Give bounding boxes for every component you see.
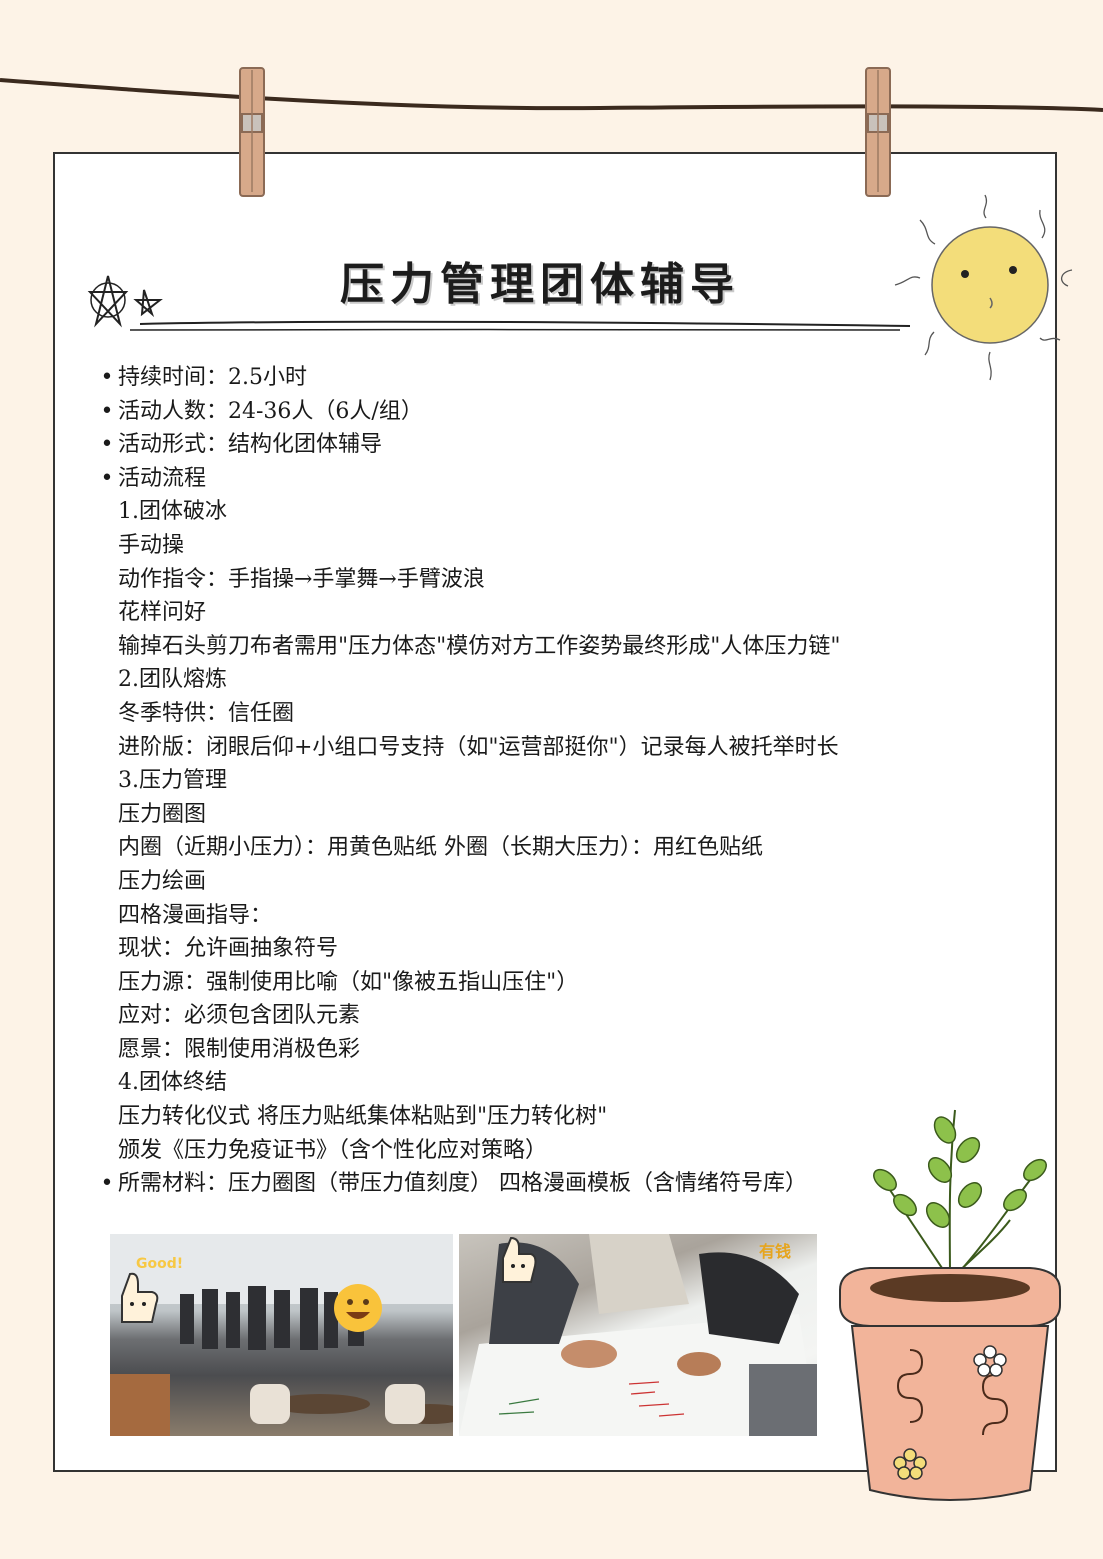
activity-photo-drawing: 有钱 xyxy=(459,1234,817,1436)
list-item: 四格漫画指导： xyxy=(118,902,273,928)
clothespin-right xyxy=(865,67,891,197)
activity-photo-group: Good! xyxy=(110,1234,453,1436)
clothespin-left xyxy=(239,67,265,197)
materials-item: 所需材料：压力圈图（带压力值刻度） 四格漫画模板（含情绪符号库） xyxy=(96,1167,996,1201)
process-heading: 活动流程 xyxy=(96,462,996,496)
step-4-heading: 4.团体终结 xyxy=(118,1070,227,1096)
list-item: 应对：必须包含团队元素 xyxy=(118,1003,361,1029)
list-item: 冬季特供：信任圈 xyxy=(118,700,295,726)
sticker-thumbs-up-icon xyxy=(121,1272,159,1323)
sticker-good-label: Good! xyxy=(136,1256,184,1272)
list-item: 压力绘画 xyxy=(118,868,207,894)
list-item: 动作指令：手指操→手掌舞→手臂波浪 xyxy=(118,566,485,592)
list-item: 内圈（近期小压力）：用黄色贴纸 外圈（长期大压力）：用红色贴纸 xyxy=(118,835,763,861)
list-item: 花样问好 xyxy=(118,600,207,626)
step-1-heading: 1.团体破冰 xyxy=(118,499,227,525)
sun-icon xyxy=(894,194,1073,381)
star-doodle-icon xyxy=(87,275,163,328)
title-underline xyxy=(129,320,911,331)
format-item: 活动形式：结构化团体辅导 xyxy=(96,428,996,462)
activity-description: 持续时间：2.5小时 活动人数：24-36人（6人/组） 活动形式：结构化团体辅… xyxy=(96,361,996,1201)
sticker-money-label: 有钱 xyxy=(759,1242,792,1261)
clothesline xyxy=(0,78,1103,112)
list-item: 输掉石头剪刀布者需用"压力体态"模仿对方工作姿势最终形成"人体压力链" xyxy=(118,633,841,659)
page-title: 压力管理团体辅导 xyxy=(340,259,740,310)
list-item: 手动操 xyxy=(118,532,185,558)
participants-item: 活动人数：24-36人（6人/组） xyxy=(96,395,996,429)
sticker-thumbs-up-icon xyxy=(502,1236,537,1283)
list-item: 现状：允许画抽象符号 xyxy=(118,936,339,962)
list-item: 进阶版：闭眼后仰+小组口号支持（如"运营部挺你"）记录每人被托举时长 xyxy=(118,734,839,760)
emoji-face-icon xyxy=(334,1284,382,1332)
list-item: 愿景：限制使用消极色彩 xyxy=(118,1036,361,1062)
list-item: 颁发《压力免疫证书》（含个性化应对策略） xyxy=(118,1137,548,1163)
list-item: 压力圈图 xyxy=(118,801,207,827)
list-item: 压力转化仪式 将压力贴纸集体粘贴到"压力转化树" xyxy=(118,1104,608,1130)
duration-item: 持续时间：2.5小时 xyxy=(96,361,996,395)
step-3-heading: 3.压力管理 xyxy=(118,768,227,794)
list-item: 压力源：强制使用比喻（如"像被五指山压住"） xyxy=(118,969,579,995)
step-2-heading: 2.团队熔炼 xyxy=(118,667,227,693)
potted-plant-icon xyxy=(839,1109,1061,1501)
